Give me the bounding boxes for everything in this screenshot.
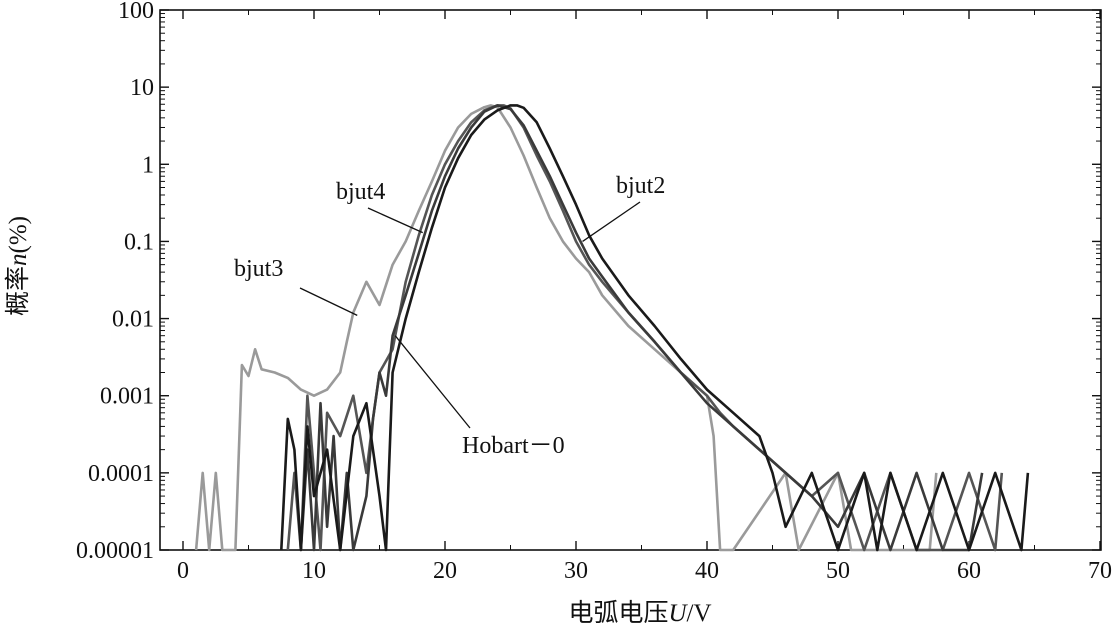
x-tick-label: 30 — [564, 558, 588, 584]
x-tick-label: 10 — [302, 558, 326, 584]
y-axis-title: 概率n(%) — [3, 216, 32, 316]
x-tick-label: 0 — [177, 558, 189, 584]
x-tick-label: 70 — [1088, 558, 1112, 584]
series-label-bjut2: bjut2 — [616, 173, 665, 199]
plot-frame — [159, 9, 1102, 551]
leader-line-bjut2 — [582, 201, 641, 242]
series-label-bjut3: bjut3 — [234, 256, 283, 282]
y-tick-label: 1 — [142, 152, 154, 178]
series-label-bjut4: bjut4 — [336, 179, 385, 205]
x-tick-label: 20 — [433, 558, 457, 584]
leader-line-hobart-0 — [394, 335, 471, 429]
x-tick-label: 40 — [695, 558, 719, 584]
curves — [194, 104, 1030, 552]
y-tick-label: 10 — [130, 75, 154, 101]
leader-line-bjut4 — [367, 207, 423, 234]
series-line-bjut2 — [280, 104, 1030, 552]
y-tick-label: 0.1 — [124, 229, 154, 255]
annotations: bjut4 bjut3 bjut2 Hobart－0 — [234, 173, 665, 459]
series-line-bjut3 — [194, 104, 938, 552]
axes: 0.00001 0.0001 0.001 0.01 0.1 1 10 100 0 10 20 30 40… — [76, 0, 1112, 584]
y-tick-label: 0.001 — [100, 384, 154, 410]
x-tick-label: 60 — [957, 558, 981, 584]
leader-line-bjut3 — [299, 287, 358, 316]
x-tick-label: 50 — [826, 558, 850, 584]
y-tick-label: 100 — [118, 0, 154, 24]
x-axis-title: 电弧电压U/V — [568, 598, 711, 627]
y-tick-label: 0.01 — [112, 307, 154, 333]
y-tick-label: 0.00001 — [76, 538, 154, 564]
y-tick-label: 0.0001 — [88, 461, 154, 487]
series-label-hobart-0: Hobart－0 — [462, 433, 565, 459]
